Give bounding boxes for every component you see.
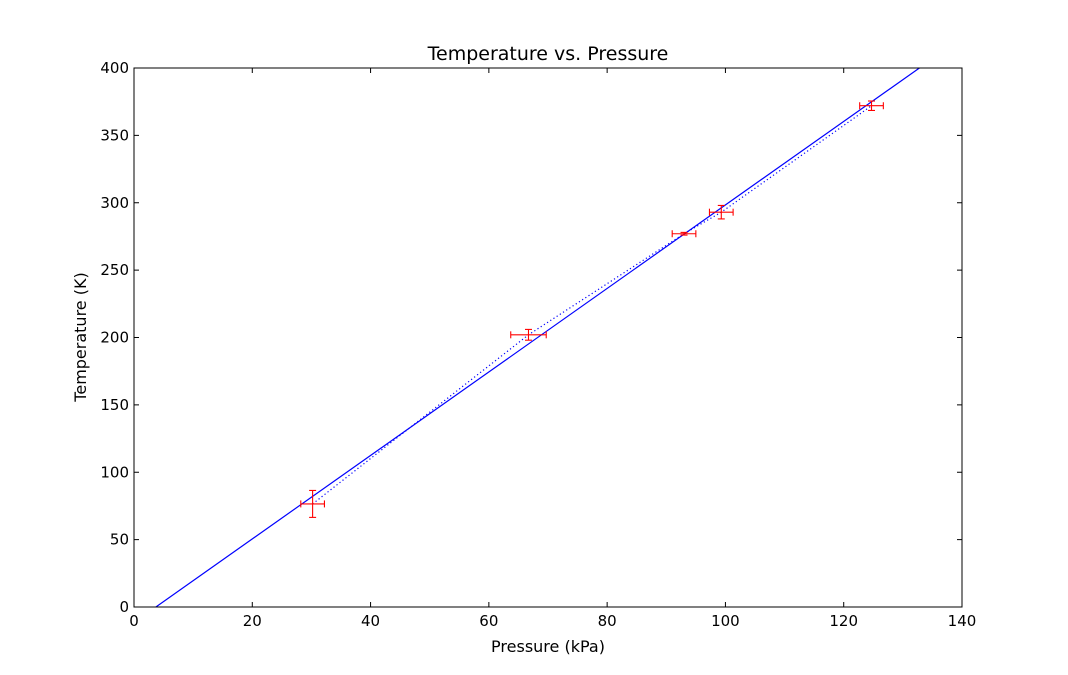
error-point bbox=[708, 204, 734, 220]
x-tick-label: 20 bbox=[243, 612, 262, 630]
fit-line bbox=[155, 68, 920, 607]
error-point bbox=[671, 230, 697, 238]
y-tick-label: 400 bbox=[100, 59, 129, 77]
dotted-connect-line bbox=[312, 105, 872, 505]
plot-frame bbox=[133, 67, 963, 608]
error-point bbox=[300, 489, 325, 518]
y-tick-label: 50 bbox=[110, 531, 129, 549]
x-axis-label: Pressure (kPa) bbox=[491, 637, 605, 656]
y-tick-label: 0 bbox=[119, 598, 129, 616]
y-tick-label: 350 bbox=[100, 126, 129, 144]
error-point bbox=[859, 100, 884, 111]
chart-title: Temperature vs. Pressure bbox=[427, 43, 669, 65]
x-tick-label: 100 bbox=[711, 612, 740, 630]
y-tick-label: 200 bbox=[100, 329, 129, 347]
y-tick-label: 250 bbox=[100, 261, 129, 279]
x-tick-label: 40 bbox=[361, 612, 380, 630]
y-tick-label: 300 bbox=[100, 194, 129, 212]
y-tick-label: 150 bbox=[100, 396, 129, 414]
y-tick-label: 100 bbox=[100, 463, 129, 481]
x-tick-label: 140 bbox=[948, 612, 977, 630]
x-tick-label: 120 bbox=[829, 612, 858, 630]
error-point bbox=[510, 328, 547, 341]
y-axis-label: Temperature (K) bbox=[71, 272, 90, 402]
x-tick-label: 60 bbox=[479, 612, 498, 630]
x-tick-label: 0 bbox=[129, 612, 139, 630]
x-tick-label: 80 bbox=[598, 612, 617, 630]
